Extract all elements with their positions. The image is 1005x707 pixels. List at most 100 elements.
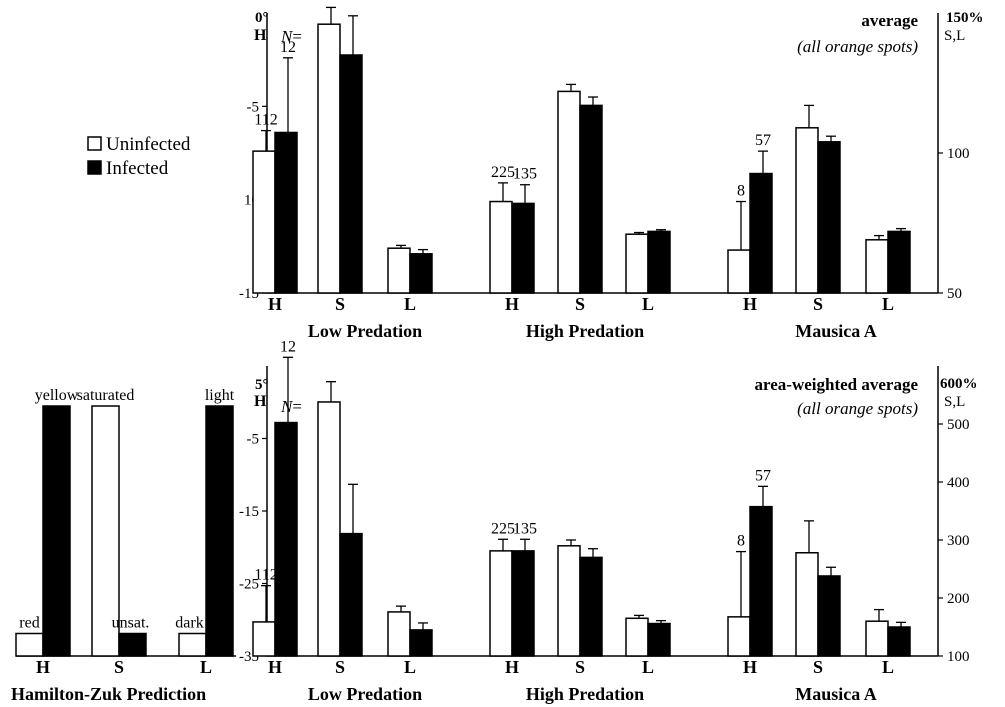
sample-size-label: 8 [737,183,745,200]
bar-infected-S [579,556,603,657]
bottom-left-axis-unit-label: H [254,393,267,410]
trait-label-S: S [335,294,345,314]
bar-infected-S [339,54,363,294]
bar-infected-H [749,172,773,294]
legend-label-uninfected: Uninfected [106,134,191,155]
sample-size-label: 57 [755,132,771,149]
group-label: Mausica A [795,684,877,704]
bottom-n-label: N= [280,397,302,416]
bar-infected-L [887,230,911,294]
trait-label-S: S [575,657,585,677]
bar-infected-L [647,622,671,657]
bar-infected-L [409,253,433,294]
right-axis-tick-label: 100 [947,649,970,665]
top-title: average [861,11,918,30]
bar-infected-H [511,550,535,657]
trait-label-H: H [505,657,519,677]
hz-bar-uninfected-L [178,632,207,657]
bar-uninfected-L [865,239,889,294]
bar-uninfected-S [317,23,341,294]
bar-uninfected-H [489,200,513,294]
bottom-right-axis-unit-label: S,L [944,394,965,410]
legend: Uninfected Infected [87,134,191,179]
bar-uninfected-H [489,550,513,657]
trait-label-H: H [743,294,757,314]
bar-infected-H [749,505,773,657]
bar-uninfected-L [625,617,649,657]
top-left-axis-unit-top: 0° [255,10,269,26]
trait-label-L: L [642,657,654,677]
bottom-panel: 5° H N= area-weighted average (all orang… [239,338,978,704]
hz-bar-label: saturated [77,387,135,404]
bar-infected-H [511,202,535,294]
bar-uninfected-S [557,545,581,657]
bar-uninfected-L [387,611,411,657]
legend-swatch-uninfected [87,136,102,151]
hz-trait-label-L: L [200,657,212,677]
trait-label-L: L [404,294,416,314]
hz-bar-infected-S [118,632,147,657]
top-subtitle: (all orange spots) [797,37,918,56]
trait-label-H: H [505,294,519,314]
group-label: Low Predation [308,321,422,341]
sample-size-label: 225 [491,520,515,537]
right-axis-tick-label: 400 [947,475,970,491]
bar-uninfected-H [727,616,751,657]
trait-label-H: H [268,294,282,314]
hz-bar-label: red [19,615,39,632]
hz-bar-uninfected-H [15,632,44,657]
hz-bar-infected-H [42,405,71,657]
right-axis-tick-label: 300 [947,533,970,549]
group-label: High Predation [526,321,644,341]
bar-infected-L [647,230,671,294]
sample-size-label: 12 [280,338,296,355]
hz-bar-uninfected-S [91,405,120,657]
hz-trait-label-H: H [36,657,50,677]
bar-infected-S [579,104,603,294]
right-axis-tick-label: 50 [947,286,962,302]
bar-uninfected-S [317,401,341,657]
hz-trait-label-S: S [114,657,124,677]
sample-size-label: 8 [737,533,745,550]
hz-bar-label: yellow [35,387,79,404]
trait-label-L: L [882,657,894,677]
bar-uninfected-H [727,249,751,294]
bar-uninfected-L [625,233,649,294]
left-axis-tick-label: -25 [239,577,259,593]
sample-size-label: 12 [280,39,296,56]
bar-infected-S [817,141,841,294]
trait-label-S: S [335,657,345,677]
sample-size-label: 225 [491,164,515,181]
bar-infected-H [274,421,298,657]
top-left-axis-unit-label: H [254,27,267,44]
bar-infected-H [274,131,298,294]
hz-bar-label: light [205,387,235,404]
hz-title: Hamilton-Zuk Prediction [11,684,206,704]
bar-infected-L [409,629,433,657]
trait-label-S: S [813,657,823,677]
bar-uninfected-S [557,90,581,294]
hz-bar-infected-L [205,405,234,657]
trait-label-L: L [642,294,654,314]
top-n-letter: N [280,27,294,46]
right-axis-tick-label: 500 [947,417,970,433]
trait-label-H: H [268,657,282,677]
trait-label-S: S [813,294,823,314]
hz-bar-label: unsat. [112,615,150,632]
trait-label-L: L [882,294,894,314]
trait-label-L: L [404,657,416,677]
top-right-axis-unit-top: 150% [946,10,984,26]
left-axis-tick-label: -15 [239,504,259,520]
bottom-left-axis-unit-top: 5° [255,377,269,393]
left-axis-tick-label: -5 [247,99,260,115]
group-label: High Predation [526,684,644,704]
bar-uninfected-S [795,127,819,294]
hz-bar-label: dark [175,615,203,632]
bar-infected-L [887,626,911,657]
hamilton-zuk-panel: Hamilton-Zuk Prediction red yellow Hsatura… [11,387,236,704]
bottom-n-letter: N [280,397,294,416]
group-label: Low Predation [308,684,422,704]
